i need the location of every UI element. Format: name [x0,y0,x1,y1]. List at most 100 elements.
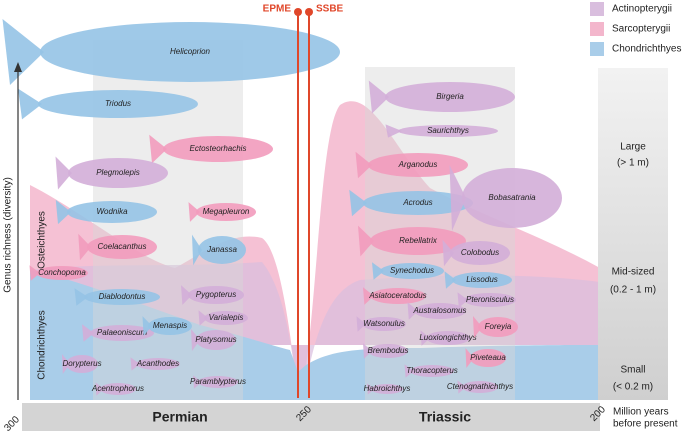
fish-tail [465,348,474,368]
fish [371,384,403,394]
taxon-label: Varialepis [209,313,244,322]
taxon-label: Habroichthys [364,384,411,393]
fish [198,376,238,388]
taxon-label: Menaspis [153,321,187,330]
fish-tail [74,288,88,306]
taxon-label: Arganodus [398,160,438,169]
fish-tail [142,316,152,336]
fish [414,303,466,319]
fish [370,288,426,304]
fish [462,381,498,393]
taxon-label: Conchopoma [38,268,86,277]
taxon-label: Brembodus [368,346,409,355]
fish-tail [442,239,454,267]
event-label: EPME [263,4,292,15]
taxon-label: Thoracopterus [406,366,458,375]
fish-tail [358,225,374,257]
group-label: Chondrichthyes [37,310,48,379]
fish [67,201,157,223]
fish [368,153,468,177]
taxon-label: Asiatoceratodus [368,291,426,300]
fish-tail [82,324,94,342]
fish [368,344,408,358]
fish [148,317,192,335]
fish-tail [355,151,372,179]
size-range: (0.2 - 1 m) [610,285,656,296]
taxon-label: Palaeoniscum [97,328,148,337]
fish [478,317,518,337]
fish [204,311,248,325]
time-bar [22,403,600,431]
fish [410,365,454,377]
fish-tail [62,354,70,374]
taxon-label: Piveteaua [470,353,506,362]
taxon-label: Lissodus [466,275,498,284]
fish [40,22,340,82]
x-axis-label: before present [613,419,678,430]
fish [84,289,160,305]
taxon-label: Bobasatrania [488,193,536,202]
fish-tail [420,330,430,346]
size-name: Small [620,365,645,376]
fish-tail [181,285,192,305]
taxon-label: Birgeria [436,92,464,101]
size-name: Mid-sized [612,267,655,278]
fish [196,203,256,221]
fish-tail [55,199,71,225]
taxon-label: Pygopterus [196,290,236,299]
taxon-label: Helicoprion [170,47,211,56]
fish [363,191,473,215]
fish-tail [363,343,372,359]
taxon-label: Platysomus [195,335,236,344]
fish [68,158,168,188]
legend-label: Sarcopterygii [612,24,670,35]
taxon-label: Janassa [206,245,237,254]
event-dot [305,8,313,16]
event-dot [294,8,302,16]
taxon-label: Acanthodes [136,359,179,368]
taxon-label: Triodus [105,99,131,108]
fish-tail [444,271,456,289]
y-arrow [14,62,22,72]
legend-swatch [590,2,604,16]
fish-tail [188,202,200,222]
fish [100,383,136,395]
taxon-label: Acentrophorus [91,384,144,393]
fish [188,286,244,304]
fish [163,136,273,162]
fish-tail [191,329,200,351]
fish-tail [2,19,44,85]
period-label: Triassic [419,409,471,425]
taxon-label: Colobodus [461,248,499,257]
fish-tail [367,383,375,395]
period-label: Permian [152,409,207,425]
taxon-label: Paramblypterus [190,377,246,386]
taxon-label: Rebellatrix [399,236,438,245]
fish [385,82,515,112]
fish [450,241,510,265]
fish-tail [149,134,167,164]
taxon-label: Ectosteorhachis [190,144,247,153]
fish-tail [457,380,466,394]
fish [362,317,406,331]
fish-tail [372,262,384,280]
taxon-label: Synechodus [390,266,434,275]
fish [196,330,236,350]
fish-tail [55,156,72,190]
taxon-label: Diablodontus [99,292,146,301]
fish-tail [407,302,418,320]
fish [426,331,470,345]
size-name: Large [620,142,646,153]
legend-label: Actinopterygii [612,4,672,15]
size-range: (> 1 m) [617,158,649,169]
fish [87,235,157,259]
fish-tail [192,234,202,266]
taxon-label: Saurichthys [427,126,469,135]
size-panel [598,68,668,400]
legend-swatch [590,22,604,36]
taxon-label: Coelacanthus [98,242,147,251]
taxon-label: Luoxiongichthys [419,333,476,342]
fish-tail [198,310,208,326]
taxon-label: Megapleuron [203,207,250,216]
